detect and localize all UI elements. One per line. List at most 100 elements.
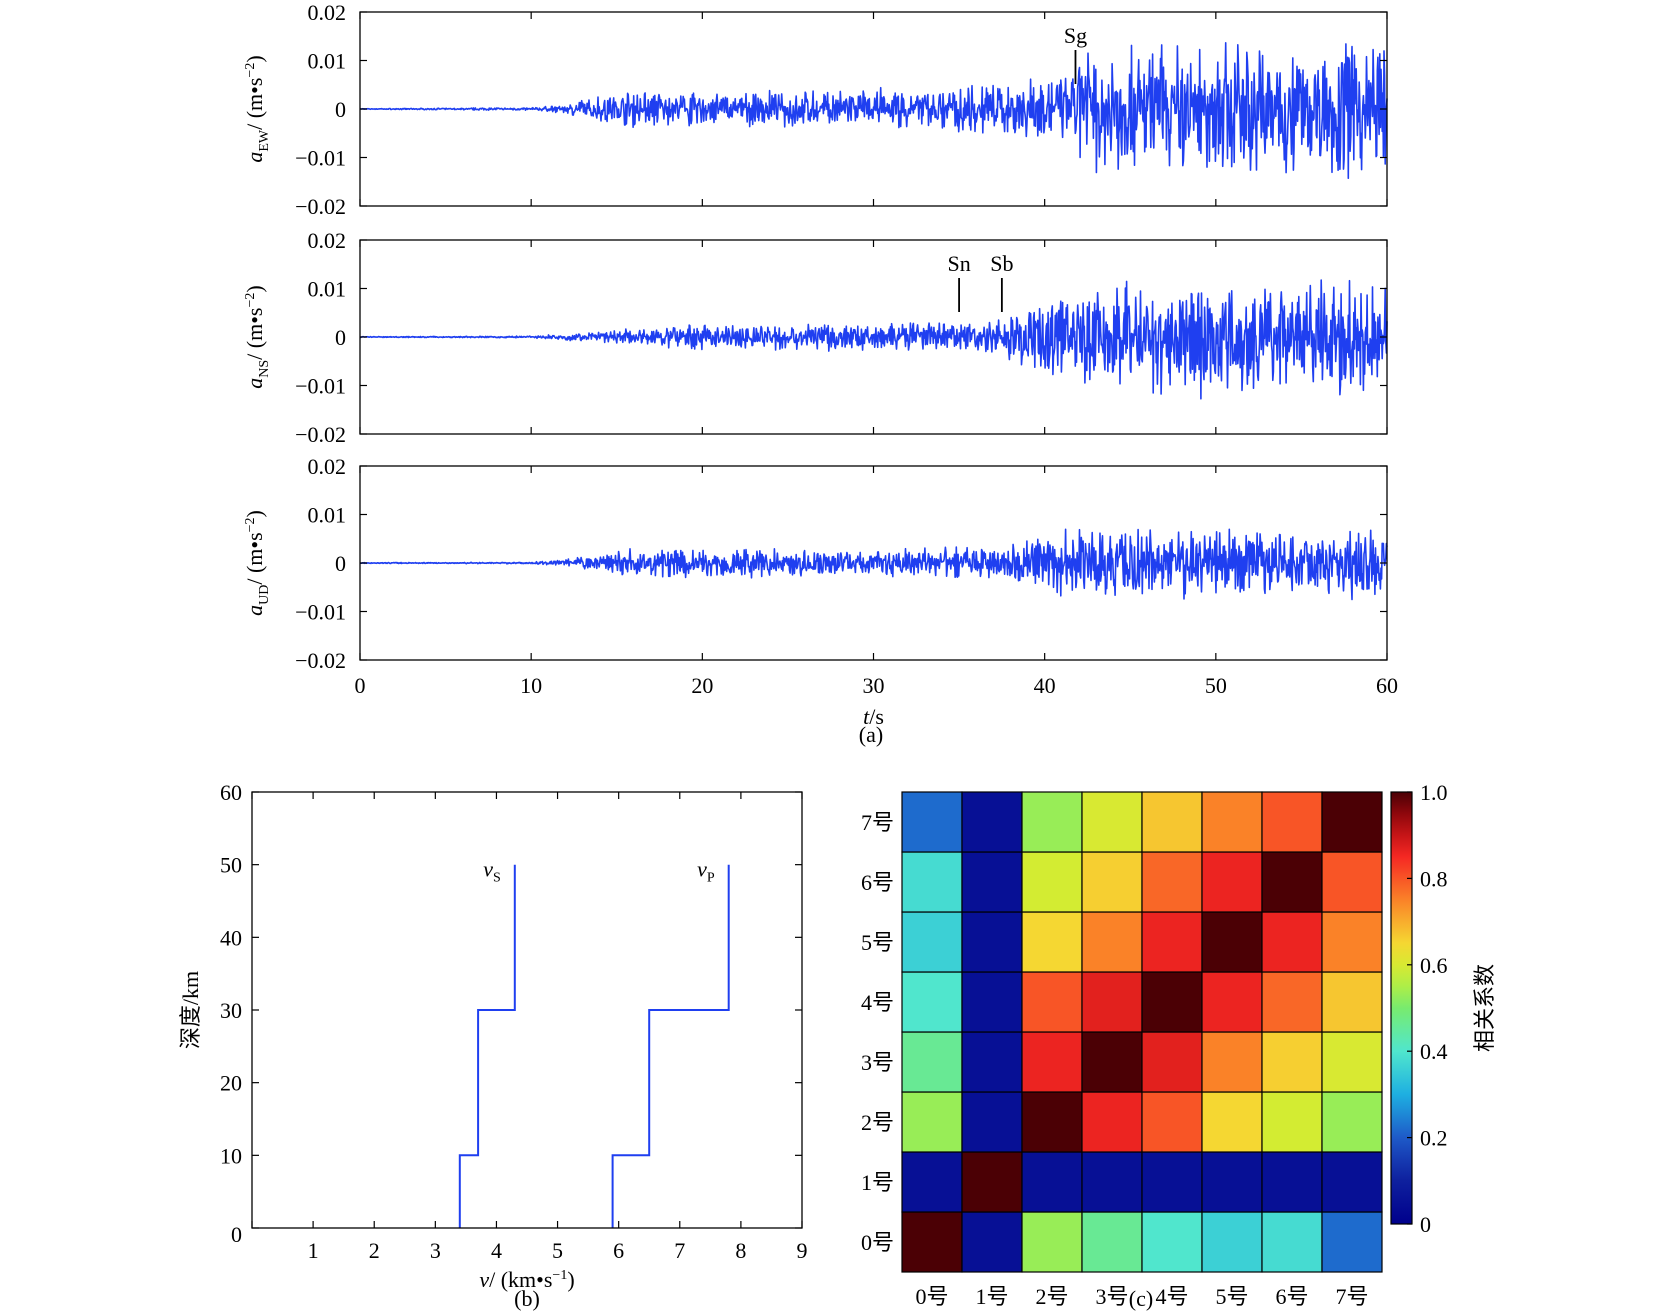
y-tick-label: 0.02: [308, 0, 347, 25]
x-tick-label: 5: [552, 1238, 563, 1263]
velocity-line-s: [458, 864, 516, 1228]
x-tick-label: 30: [863, 673, 885, 698]
heatmap-cell: [1261, 1091, 1323, 1153]
colorbar-tick-label: 0.2: [1420, 1126, 1448, 1151]
series-label-s: vS: [483, 857, 501, 886]
x-tick-label: 4: [491, 1238, 502, 1263]
trace-panel-ud: 0.02 0.01 0 −0.01 −0.02 aUD/ (m•s−2): [242, 454, 1388, 673]
heatmap-cell: [1081, 911, 1143, 973]
heatmap-cell: [1141, 1211, 1203, 1273]
heatmap-cell: [1321, 1151, 1383, 1213]
y-tick-label: 0: [335, 97, 346, 122]
heatmap-cell: [1201, 1151, 1263, 1213]
y-tick-label: −0.01: [295, 374, 346, 399]
y-category-label: 4号: [861, 990, 894, 1015]
phase-label-sb: Sb: [990, 251, 1013, 276]
heatmap-cell: [1021, 911, 1083, 973]
x-tick-label: 20: [691, 673, 713, 698]
y-tick-label: 0.01: [308, 277, 347, 302]
heatmap-cell: [901, 791, 963, 853]
heatmap-cell: [1201, 791, 1263, 853]
y-tick-label: 40: [220, 925, 242, 950]
heatmap-cell: [1081, 971, 1143, 1033]
x-category-label: 0号: [915, 1284, 948, 1309]
x-axis-label: v/ (km•s−1): [479, 1267, 574, 1292]
x-tick-label: 10: [520, 673, 542, 698]
heatmap-cell: [1021, 1031, 1083, 1093]
heatmap-cell: [1321, 911, 1383, 973]
x-category-label: 3号: [1095, 1284, 1128, 1309]
colorbar: [1390, 791, 1413, 1225]
heatmap-cell: [961, 911, 1023, 973]
heatmap-cell: [1021, 791, 1083, 853]
x-tick-label: 40: [1034, 673, 1056, 698]
x-tick-label: 0: [355, 673, 366, 698]
phase-label-sn: Sn: [947, 251, 970, 276]
panel-c-label: (c): [1129, 1286, 1153, 1311]
x-category-label: 5号: [1215, 1284, 1248, 1309]
heatmap-cell: [961, 851, 1023, 913]
heatmap-cell: [1201, 1031, 1263, 1093]
y-tick-label: 50: [220, 853, 242, 878]
x-tick-label: 9: [797, 1238, 808, 1263]
x-tick-label: 6: [613, 1238, 624, 1263]
y-category-label: 7号: [861, 810, 894, 835]
heatmap-cell: [1321, 1211, 1383, 1273]
heatmap-cell: [1021, 851, 1083, 913]
heatmap-cell: [901, 851, 963, 913]
waveform-ud: [359, 528, 1388, 601]
heatmap-cell: [1261, 791, 1323, 853]
heatmap-cell: [1141, 911, 1203, 973]
heatmap-cell: [901, 1091, 963, 1153]
x-tick-label: 8: [735, 1238, 746, 1263]
y-axis-label-ew: aEW/ (m•s−2): [242, 55, 272, 162]
x-tick-label: 50: [1205, 673, 1227, 698]
heatmap-cell: [901, 1031, 963, 1093]
y-tick-label: 0.02: [308, 454, 347, 479]
heatmap-cell: [1201, 911, 1263, 973]
heatmap-cell: [1321, 791, 1383, 853]
colorbar-tick-label: 0: [1420, 1212, 1431, 1237]
heatmap-cell: [1321, 851, 1383, 913]
y-tick-label: 60: [220, 780, 242, 805]
heatmap-cell: [1021, 1091, 1083, 1153]
heatmap-cell: [1081, 1151, 1143, 1213]
heatmap-cell: [1081, 1091, 1143, 1153]
x-tick-label: 1: [308, 1238, 319, 1263]
heatmap-cell: [1141, 971, 1203, 1033]
heatmap-cell: [1261, 1031, 1323, 1093]
heatmap-cell: [1081, 851, 1143, 913]
trace-panel-ew: 0.02 0.01 0 −0.01 −0.02 aEW/ (m•s−2) Sg: [242, 0, 1388, 219]
colorbar-label: 相关系数: [1472, 964, 1497, 1052]
heatmap-cell: [1321, 1031, 1383, 1093]
x-category-label: 2号: [1035, 1284, 1068, 1309]
heatmap-cell: [961, 1151, 1023, 1213]
heatmap-cell: [961, 1031, 1023, 1093]
x-axis-label: t/s: [863, 704, 884, 729]
y-category-label: 2号: [861, 1110, 894, 1135]
x-tick-label: 7: [674, 1238, 685, 1263]
y-tick-label: 0.02: [308, 228, 347, 253]
y-tick-label: −0.01: [295, 600, 346, 625]
panel-b-velocity-profile: vS vP 1 2 3 4 5 6 7 8 9 10 20 30 40 50 60 0 v/ (km•s−1) 深度/…: [178, 780, 808, 1292]
heatmap-cell: [1141, 851, 1203, 913]
heatmap-cell: [961, 1091, 1023, 1153]
x-tick-label: 2: [369, 1238, 380, 1263]
colorbar-tick-label: 0.6: [1420, 953, 1448, 978]
colorbar-tick-label: 0.4: [1420, 1039, 1448, 1064]
phase-label-sg: Sg: [1064, 23, 1087, 48]
heatmap-cell: [901, 1151, 963, 1213]
colorbar-tick-label: 1.0: [1420, 780, 1448, 805]
heatmap-cell: [1141, 1031, 1203, 1093]
heatmap-cell: [1261, 1211, 1323, 1273]
heatmap-cell: [1141, 791, 1203, 853]
velocity-line-p: [611, 864, 730, 1228]
y-tick-label: 0: [335, 325, 346, 350]
waveform-ew: [359, 42, 1388, 179]
heatmap-cell: [1081, 1211, 1143, 1273]
panel-c-correlation-heatmap: 0号 0号 1号 1号 2号 2号 3号 3号 4号 4号 5号 5号 6号 6号 7号 7号 0 0.2 0.4 0…: [861, 780, 1497, 1309]
y-tick-label: 0.01: [308, 49, 347, 74]
y-tick-label: 0.01: [308, 503, 347, 528]
y-tick-label: −0.01: [295, 146, 346, 171]
